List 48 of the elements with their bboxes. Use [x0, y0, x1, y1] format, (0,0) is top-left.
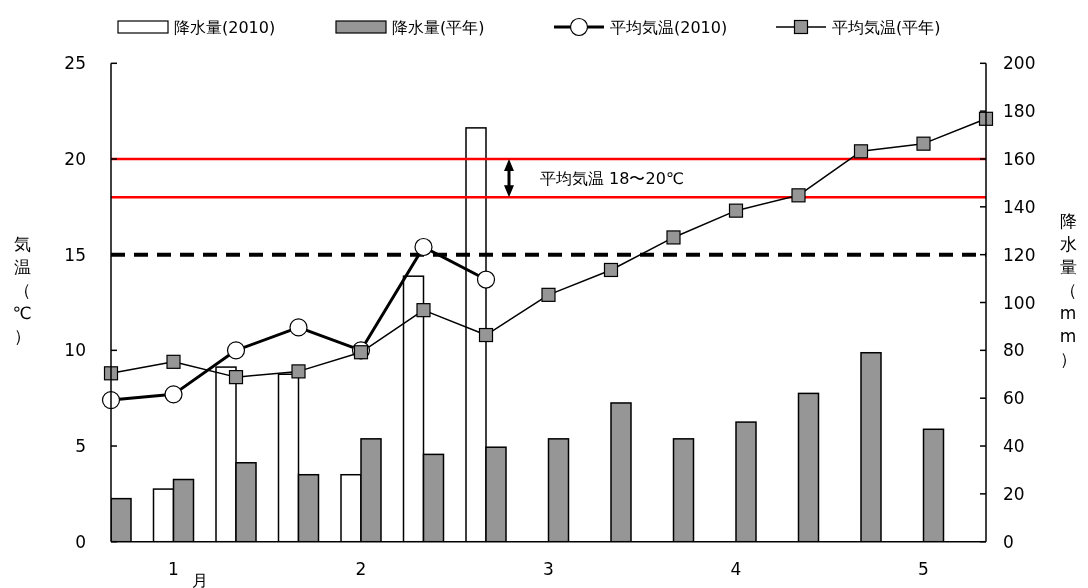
- point: [414, 237, 433, 257]
- y2-tick-label: 180: [1003, 101, 1036, 122]
- y2-tick-label: 120: [1003, 244, 1036, 265]
- point: [791, 188, 806, 203]
- point: [289, 318, 308, 337]
- x-axis-title: 月: [192, 571, 208, 588]
- legend-label: 平均気温(平年): [832, 18, 941, 37]
- point: [291, 364, 306, 379]
- legend-label: 降水量(平年): [392, 18, 485, 37]
- point: [353, 345, 369, 360]
- y2-tick-label: 60: [1003, 388, 1025, 409]
- y2-tick-label: 200: [1003, 53, 1036, 74]
- point: [728, 203, 744, 218]
- y-tick-label: 20: [64, 148, 86, 169]
- y-tick-label: 25: [64, 53, 86, 74]
- x-tick-label: 3: [543, 559, 554, 579]
- point: [916, 136, 931, 151]
- point: [476, 270, 496, 289]
- y2-tick-label: 80: [1003, 340, 1025, 361]
- y-tick-label: 15: [64, 244, 86, 265]
- y2-axis-title: 降水量（mm）: [1059, 211, 1077, 369]
- x-tick-label: 4: [730, 559, 742, 579]
- point: [853, 144, 869, 159]
- point: [166, 354, 181, 369]
- y2-tick-label: 160: [1003, 148, 1036, 169]
- y-tick-label: 0: [75, 531, 86, 552]
- point: [603, 262, 619, 278]
- annotation: 平均気温 18〜20℃: [540, 169, 684, 189]
- y2-tick-label: 0: [1003, 531, 1014, 552]
- y2-tick-label: 40: [1003, 436, 1025, 457]
- x-tick-label: 5: [918, 559, 929, 579]
- y-tick-label: 5: [75, 436, 86, 457]
- y2-tick-label: 20: [1003, 483, 1025, 504]
- point: [478, 327, 494, 343]
- y-axis-title: 気温（℃）: [12, 234, 32, 346]
- x-tick-label: 2: [355, 559, 367, 579]
- y-tick-label: 10: [64, 340, 86, 361]
- y2-tick-label: 140: [1003, 196, 1036, 217]
- point: [666, 230, 681, 245]
- y2-tick-label: 100: [1003, 292, 1036, 313]
- x-tick-label: 1: [168, 559, 179, 579]
- point: [416, 303, 431, 318]
- point: [228, 370, 244, 385]
- legend-label: 平均気温(2010): [610, 18, 728, 37]
- point: [226, 341, 246, 360]
- legend-label: 降水量(2010): [174, 18, 276, 37]
- point: [164, 385, 183, 404]
- point: [541, 287, 556, 302]
